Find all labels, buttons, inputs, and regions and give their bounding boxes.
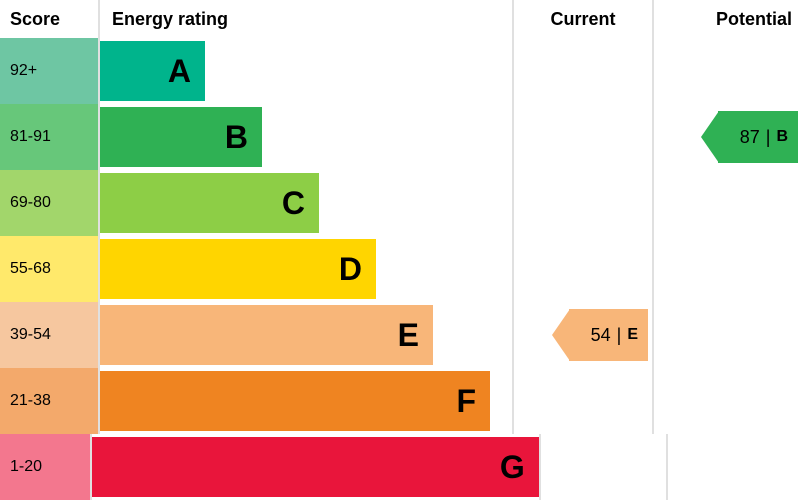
band-bar-area: B: [100, 104, 512, 170]
band-row-a: 92+A: [0, 38, 802, 104]
header-rating: Energy rating: [100, 0, 512, 38]
potential-marker-letter: B: [776, 128, 788, 146]
current-column: 54 | E: [512, 302, 652, 368]
band-score-range: 55-68: [0, 236, 100, 302]
potential-marker-score: 87: [740, 127, 760, 148]
potential-marker: 87 | B: [718, 111, 798, 163]
current-column: [512, 38, 652, 104]
header-current: Current: [512, 0, 652, 38]
band-row-e: 39-54E54|E: [0, 302, 802, 368]
header-score: Score: [0, 0, 100, 38]
band-score-range: 39-54: [0, 302, 100, 368]
current-marker-letter: E: [627, 326, 638, 344]
current-marker: 54 | E: [569, 309, 648, 361]
band-bar-c: C: [100, 173, 319, 233]
band-score-range: 92+: [0, 38, 100, 104]
band-row-d: 55-68D: [0, 236, 802, 302]
band-bar-area: D: [100, 236, 512, 302]
band-row-b: 81-91B87|B: [0, 104, 802, 170]
band-row-g: 1-20G: [0, 434, 802, 500]
current-marker-arrow-icon: [552, 309, 570, 361]
potential-column: [666, 434, 802, 500]
band-score-range: 69-80: [0, 170, 100, 236]
potential-column: [652, 38, 802, 104]
band-score-range: 81-91: [0, 104, 100, 170]
band-row-f: 21-38F: [0, 368, 802, 434]
header-potential: Potential: [652, 0, 802, 38]
band-bar-area: E: [100, 302, 512, 368]
current-column: [512, 104, 652, 170]
potential-column: [652, 368, 802, 434]
band-row-c: 69-80C: [0, 170, 802, 236]
header-row: Score Energy rating Current Potential: [0, 0, 802, 38]
band-bar-area: G: [92, 434, 539, 500]
band-bar-f: F: [100, 371, 490, 431]
epc-energy-rating-chart: Score Energy rating Current Potential 92…: [0, 0, 802, 500]
potential-column: [652, 302, 802, 368]
potential-column: [652, 236, 802, 302]
band-bar-a: A: [100, 41, 205, 101]
bands-container: 92+A81-91B87|B69-80C55-68D39-54E54|E21-3…: [0, 38, 802, 500]
current-column: [539, 434, 666, 500]
current-marker-separator: |: [617, 325, 622, 346]
band-bar-area: A: [100, 38, 512, 104]
potential-column: 87 | B: [652, 104, 802, 170]
potential-marker-arrow-icon: [701, 111, 719, 163]
band-bar-d: D: [100, 239, 376, 299]
band-bar-e: E: [100, 305, 433, 365]
potential-column: [652, 170, 802, 236]
band-bar-b: B: [100, 107, 262, 167]
band-score-range: 1-20: [0, 434, 92, 500]
current-marker-score: 54: [591, 325, 611, 346]
potential-marker-separator: |: [766, 127, 771, 148]
band-bar-g: G: [92, 437, 539, 497]
band-bar-area: C: [100, 170, 512, 236]
current-column: [512, 368, 652, 434]
current-column: [512, 236, 652, 302]
current-column: [512, 170, 652, 236]
band-score-range: 21-38: [0, 368, 100, 434]
band-bar-area: F: [100, 368, 512, 434]
